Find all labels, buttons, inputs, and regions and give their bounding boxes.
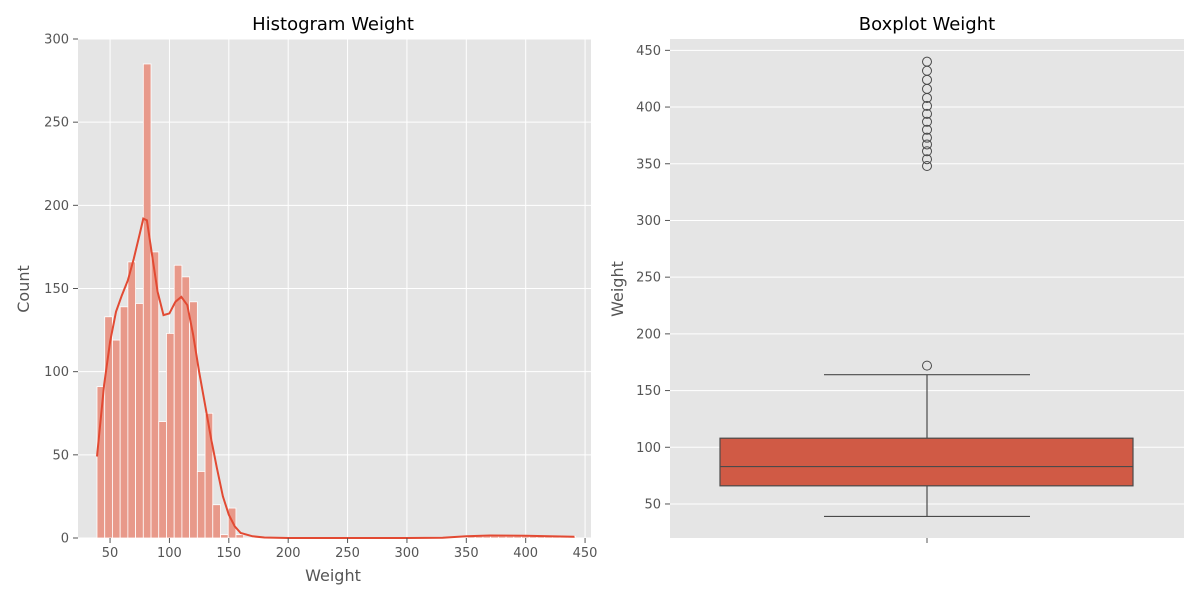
histogram-bar (150, 251, 160, 539)
histogram-x-tick-label: 150 (216, 546, 241, 561)
histogram-x-tick-label: 50 (102, 546, 119, 561)
histogram-bar (142, 63, 152, 539)
histogram-y-label: Count (14, 265, 33, 313)
histogram-y-tick-label: 50 (52, 448, 69, 463)
histogram-y-tick-label: 300 (44, 33, 69, 48)
histogram-bar (166, 333, 175, 539)
histogram-bar (173, 264, 183, 539)
histogram-x-label: Weight (305, 566, 361, 585)
boxplot-y-label: Weight (608, 261, 627, 317)
histogram-bar (235, 534, 245, 539)
histogram-bar (220, 534, 229, 539)
boxplot-outlier (922, 161, 932, 172)
boxplot-y-tick-label: 350 (636, 157, 661, 172)
histogram-bar (189, 301, 198, 539)
boxplot-outlier (922, 116, 932, 127)
histogram-bar (196, 471, 206, 539)
histogram-bar (158, 421, 167, 539)
boxplot-outlier (922, 139, 932, 150)
boxplot-outlier (922, 108, 932, 119)
histogram-x-tick-label: 350 (454, 546, 479, 561)
boxplot-y-tick-label: 50 (644, 497, 661, 512)
histogram-bars (96, 63, 576, 539)
histogram-y-tick-label: 200 (44, 199, 69, 214)
boxplot-y-tick-label: 200 (636, 327, 661, 342)
histogram-bar (112, 339, 121, 539)
boxplot-box (719, 437, 1134, 487)
boxplot-marks (719, 56, 1134, 518)
boxplot-y-tick-label: 100 (636, 441, 661, 456)
histogram-bar (204, 412, 214, 539)
histogram-x-ticks: 50 100 150 200 250 300 350 400 450 (102, 538, 598, 561)
boxplot-y-tick-label: 450 (636, 44, 661, 59)
histogram-bar (212, 504, 221, 539)
boxplot-y-tick-label: 300 (636, 214, 661, 229)
histogram-x-tick-label: 400 (513, 546, 538, 561)
histogram-x-tick-label: 300 (395, 546, 420, 561)
histogram-x-tick-label: 100 (157, 546, 182, 561)
histogram-y-tick-label: 0 (61, 532, 69, 547)
histogram-x-tick-label: 250 (335, 546, 360, 561)
histogram-chart: 50 100 150 200 250 300 350 400 450 0 50 100 150 200 2… (14, 14, 597, 585)
boxplot-y-tick-label: 250 (636, 271, 661, 286)
histogram-y-tick-label: 250 (44, 116, 69, 131)
histogram-y-tick-label: 150 (44, 282, 69, 297)
histogram-bar (127, 261, 136, 539)
boxplot-outlier (922, 146, 932, 157)
histogram-y-tick-label: 100 (44, 365, 69, 380)
boxplot-y-tick-label: 150 (636, 384, 661, 399)
boxplot-chart: 50 100 150 200 250 300 350 400 450 Boxplot Weigh… (608, 14, 1184, 543)
histogram-title: Histogram Weight (252, 14, 414, 35)
boxplot-y-tick-label: 400 (636, 101, 661, 116)
boxplot-outlier (922, 124, 932, 135)
boxplot-y-ticks: 50 100 150 200 250 300 350 400 450 (636, 44, 670, 512)
boxplot-outlier (922, 100, 932, 111)
histogram-bar (119, 306, 129, 539)
histogram-x-tick-label: 450 (573, 546, 598, 561)
boxplot-outlier (922, 56, 932, 67)
boxplot-outlier (922, 132, 932, 143)
histogram-y-ticks: 0 50 100 150 200 250 300 (44, 33, 78, 547)
histogram-bar (135, 303, 144, 539)
boxplot-outlier (922, 154, 932, 165)
boxplot-title: Boxplot Weight (859, 14, 995, 35)
histogram-x-tick-label: 200 (276, 546, 301, 561)
histogram-bar (490, 535, 499, 539)
boxplot-outlier (922, 360, 932, 371)
